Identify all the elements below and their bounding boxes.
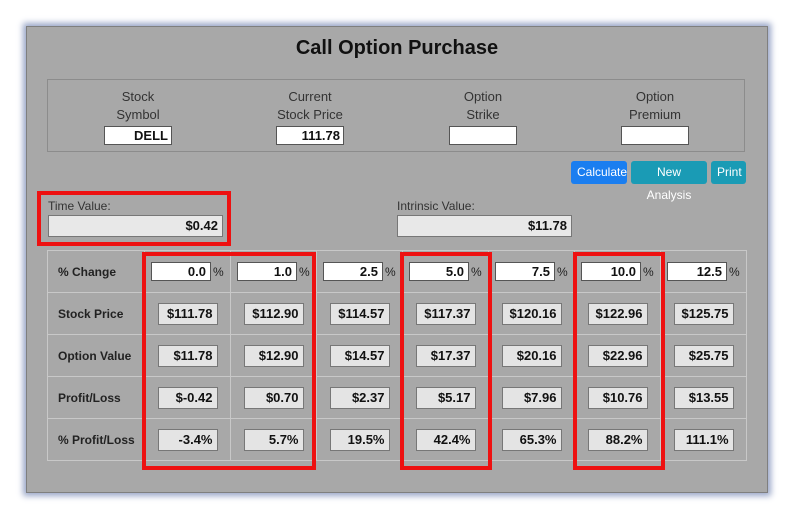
profit-loss-value: $5.17 xyxy=(415,386,476,409)
pct-profit-loss-value: -3.4% xyxy=(157,428,218,451)
option-premium-field: Option Premium xyxy=(575,88,735,145)
profit-loss-value: $0.70 xyxy=(243,386,304,409)
intrinsic-value-box: $11.78 xyxy=(397,215,572,237)
pct-change-cell: 12.5% xyxy=(660,250,747,293)
stock-price-input[interactable] xyxy=(276,126,344,145)
row-label-profit-loss: Profit/Loss xyxy=(47,376,145,419)
stock-price-row: Stock Price $111.78 $112.90 $114.57 $117… xyxy=(47,292,747,335)
columns-1-2-highlight xyxy=(142,252,316,470)
row-label-pct-change: % Change xyxy=(47,250,145,293)
page-title: Call Option Purchase xyxy=(295,37,499,59)
stock-price-label-1: Current xyxy=(288,89,332,104)
pct-profit-loss-row: % Profit/Loss -3.4% 5.7% 19.5% 42.4% 65.… xyxy=(47,418,747,461)
option-premium-label-1: Option xyxy=(635,89,675,104)
pct-change-input[interactable]: 5.0 xyxy=(409,262,469,281)
pct-change-input[interactable]: 1.0 xyxy=(237,262,297,281)
pct-change-cell: 7.5% xyxy=(488,250,575,293)
pct-profit-loss-value: 42.4% xyxy=(415,428,476,451)
intrinsic-value-label: Intrinsic Value: xyxy=(397,199,475,213)
option-strike-input[interactable] xyxy=(449,126,517,145)
option-premium-label-2: Premium xyxy=(628,107,681,122)
calculate-button[interactable]: Calculate xyxy=(571,161,627,184)
stock-price-value: $112.90 xyxy=(243,302,304,325)
row-label-option-value: Option Value xyxy=(47,334,145,377)
option-value-value: $12.90 xyxy=(243,344,304,367)
pct-profit-loss-value: 19.5% xyxy=(329,428,390,451)
profit-loss-value: $7.96 xyxy=(501,386,562,409)
column-6-highlight xyxy=(573,252,665,470)
stock-price-value: $114.57 xyxy=(329,302,390,325)
percent-sign: % xyxy=(729,265,740,279)
percent-sign: % xyxy=(213,265,224,279)
time-value-box: $0.42 xyxy=(48,215,223,237)
pct-change-input[interactable]: 12.5 xyxy=(667,262,727,281)
profit-loss-value: $13.55 xyxy=(673,386,734,409)
profit-loss-value: $2.37 xyxy=(329,386,390,409)
option-value-value: $22.96 xyxy=(587,344,648,367)
stock-symbol-label-1: Stock xyxy=(121,89,155,104)
new-analysis-button[interactable]: New Analysis xyxy=(631,161,707,202)
option-value-value: $20.16 xyxy=(501,344,562,367)
pct-change-input[interactable]: 10.0 xyxy=(581,262,641,281)
profit-loss-value: $10.76 xyxy=(587,386,648,409)
profit-loss-row: Profit/Loss $-0.42 $0.70 $2.37 $5.17 $7.… xyxy=(47,376,747,419)
time-value-label: Time Value: xyxy=(48,199,111,213)
option-value-value: $11.78 xyxy=(157,344,218,367)
percent-sign: % xyxy=(385,265,396,279)
stock-price-value: $117.37 xyxy=(415,302,476,325)
pct-change-input[interactable]: 0.0 xyxy=(151,262,211,281)
print-button[interactable]: Print xyxy=(711,161,746,184)
stock-price-value: $122.96 xyxy=(587,302,648,325)
input-group xyxy=(47,79,745,152)
stock-price-value: $120.16 xyxy=(501,302,562,325)
pct-profit-loss-value: 5.7% xyxy=(243,428,304,451)
pct-change-cell: 10.0% xyxy=(574,250,661,293)
pct-change-input[interactable]: 2.5 xyxy=(323,262,383,281)
option-premium-input[interactable] xyxy=(621,126,689,145)
option-value-value: $25.75 xyxy=(673,344,734,367)
pct-profit-loss-value: 65.3% xyxy=(501,428,562,451)
percent-sign: % xyxy=(471,265,482,279)
column-4-highlight xyxy=(400,252,492,470)
stock-symbol-input[interactable] xyxy=(104,126,172,145)
time-value-highlight xyxy=(37,191,231,246)
pct-profit-loss-value: 111.1% xyxy=(673,428,734,451)
scenario-table: % Change 0.0% 1.0% 2.5% 5.0% 7.5% 10.0 % … xyxy=(47,250,747,461)
stock-symbol-label-2: Symbol xyxy=(116,107,160,122)
stock-symbol-field: Stock Symbol xyxy=(58,88,218,145)
pct-change-cell: 2.5% xyxy=(316,250,403,293)
percent-sign: % xyxy=(299,265,310,279)
stock-price-value: $111.78 xyxy=(157,302,218,325)
option-strike-field: Option Strike xyxy=(403,88,563,145)
pct-change-cell: 1.0% xyxy=(230,250,317,293)
pct-change-cell: 0.0% xyxy=(144,250,231,293)
pct-change-input[interactable]: 7.5 xyxy=(495,262,555,281)
profit-loss-value: $-0.42 xyxy=(157,386,218,409)
pct-profit-loss-value: 88.2% xyxy=(587,428,648,451)
option-value-row: Option Value $11.78 $12.90 $14.57 $17.37… xyxy=(47,334,747,377)
percent-sign: % xyxy=(557,265,568,279)
stock-price-value: $125.75 xyxy=(673,302,734,325)
stock-price-label-2: Stock Price xyxy=(277,107,343,122)
percent-sign: % xyxy=(643,265,654,279)
stock-price-field: Current Stock Price xyxy=(230,88,390,145)
row-label-pct-profit-loss: % Profit/Loss xyxy=(47,418,145,461)
option-strike-label-2: Strike xyxy=(466,107,500,122)
option-value-value: $14.57 xyxy=(329,344,390,367)
option-strike-label-1: Option xyxy=(463,89,503,104)
row-label-stock-price: Stock Price xyxy=(47,292,145,335)
option-value-value: $17.37 xyxy=(415,344,476,367)
